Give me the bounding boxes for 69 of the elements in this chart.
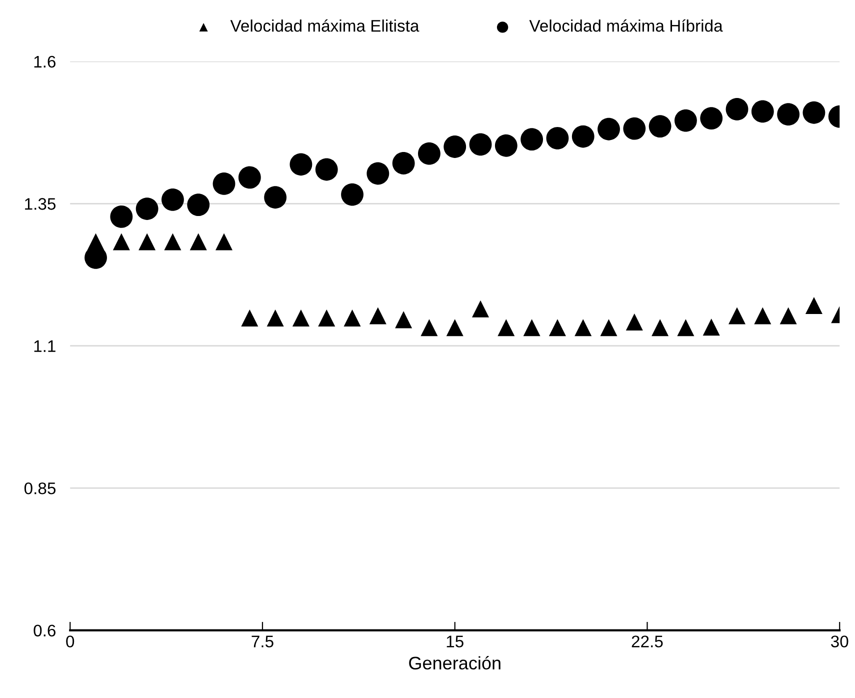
point	[366, 162, 390, 185]
point	[190, 233, 207, 250]
x-tick-label: 15	[446, 636, 464, 648]
point	[600, 319, 618, 336]
y-tick-label: 0.85	[24, 482, 56, 494]
point	[520, 128, 544, 151]
point	[754, 307, 772, 324]
legend-label: Velocidad máxima Elitista	[230, 19, 420, 32]
point	[726, 98, 748, 120]
point	[216, 233, 233, 250]
point	[498, 319, 515, 336]
point	[728, 307, 746, 324]
point	[418, 142, 440, 165]
point	[674, 109, 697, 132]
x-tick-label: 22.5	[632, 636, 663, 648]
point	[626, 313, 643, 330]
point	[369, 307, 386, 324]
y-tick-label: 0.6	[34, 624, 56, 636]
point	[292, 309, 310, 326]
point	[751, 100, 774, 123]
point	[315, 158, 338, 181]
point	[623, 117, 646, 140]
point	[574, 319, 592, 336]
point	[164, 233, 182, 250]
point	[110, 206, 133, 228]
point	[523, 319, 540, 336]
point	[341, 183, 364, 206]
point	[446, 319, 464, 336]
point	[777, 103, 800, 126]
point	[136, 198, 158, 220]
point	[344, 309, 361, 326]
x-tick-label: 30	[830, 636, 848, 648]
point	[648, 115, 672, 138]
point	[805, 296, 822, 314]
point	[264, 186, 287, 209]
x-tick-label: 7.5	[252, 636, 274, 648]
point	[677, 319, 694, 336]
y-tick-label: 1.6	[34, 56, 56, 68]
point	[238, 166, 261, 189]
point	[548, 319, 566, 336]
point	[494, 134, 518, 157]
legend-label: Velocidad máxima Híbrida	[529, 19, 723, 32]
point	[702, 318, 720, 336]
point	[241, 309, 258, 326]
point	[469, 133, 492, 156]
point	[266, 309, 284, 326]
point	[802, 101, 826, 124]
point	[780, 307, 797, 324]
point	[212, 172, 236, 195]
y-tick-label: 1.1	[34, 340, 56, 352]
y-tick-label: 1.35	[25, 198, 56, 210]
point	[392, 152, 415, 174]
x-axis-title: Generación	[409, 656, 500, 670]
point	[290, 153, 312, 176]
point	[652, 319, 669, 336]
x-tick-label: 0	[66, 636, 74, 648]
point	[598, 118, 620, 140]
point	[112, 233, 130, 250]
point	[187, 194, 210, 216]
point	[472, 300, 490, 318]
point	[138, 233, 156, 250]
point	[444, 136, 466, 158]
point	[162, 188, 184, 211]
point	[395, 311, 412, 328]
point	[420, 319, 438, 336]
point	[572, 125, 594, 148]
point	[546, 127, 569, 150]
point	[318, 309, 336, 326]
point	[700, 107, 723, 130]
